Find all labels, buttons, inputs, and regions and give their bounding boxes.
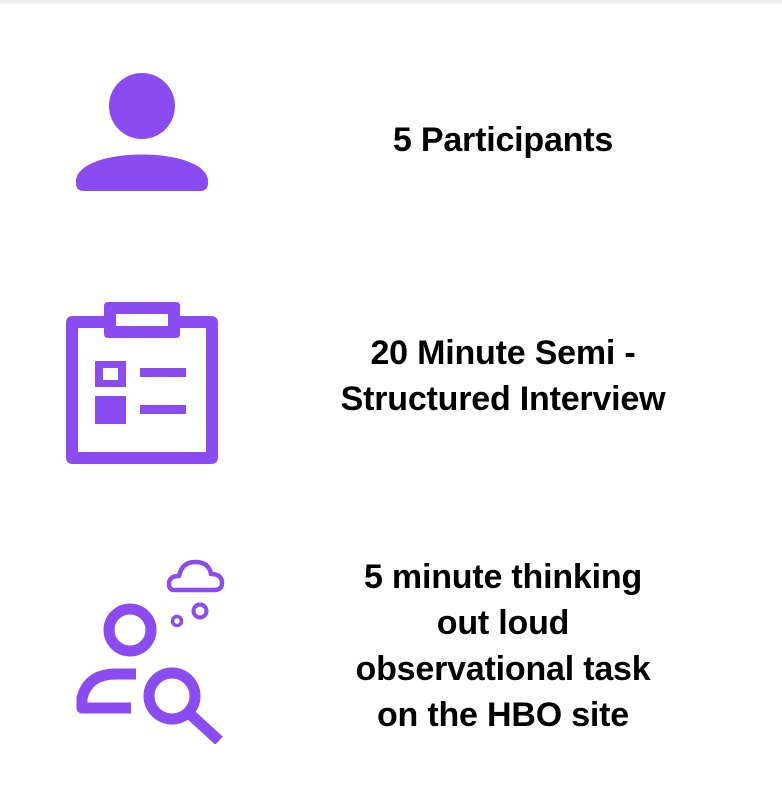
list-item-participants: 5 Participants [0,0,782,250]
top-divider [0,0,782,3]
person-icon [76,73,208,191]
interview-label: 20 Minute Semi - Structured Interview [340,334,666,418]
clipboard-checklist-icon [66,302,218,464]
list-item-observation: 5 minute thinking out loud observational… [0,500,782,800]
user-search-thinking-icon [76,559,225,744]
observation-label: 5 minute thinking out loud observational… [355,558,651,734]
list-item-interview: 20 Minute Semi - Structured Interview [0,250,782,500]
participants-label: 5 Participants [392,121,614,159]
